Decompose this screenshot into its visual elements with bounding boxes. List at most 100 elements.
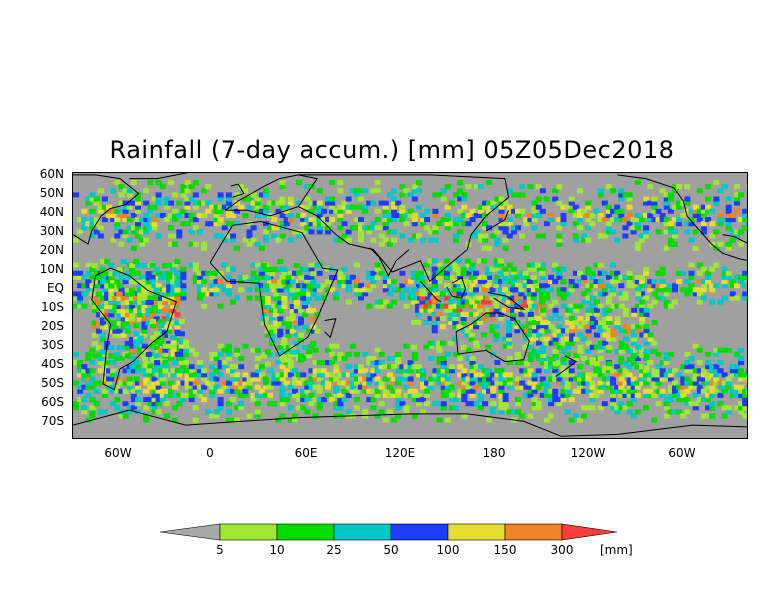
rain-cell bbox=[601, 287, 608, 293]
rain-cell bbox=[277, 300, 284, 305]
rain-cell bbox=[209, 291, 216, 297]
rain-cell bbox=[296, 213, 303, 218]
rain-cell bbox=[155, 397, 162, 403]
rain-cell bbox=[585, 376, 592, 382]
rain-cell bbox=[672, 299, 678, 305]
rain-cell bbox=[129, 271, 135, 277]
rain-cell bbox=[523, 392, 530, 398]
rain-cell bbox=[285, 283, 292, 289]
rain-cell bbox=[556, 324, 563, 330]
rain-cell bbox=[411, 388, 418, 394]
rain-cell bbox=[460, 311, 467, 317]
rain-cell bbox=[291, 388, 298, 394]
rain-cell bbox=[589, 303, 596, 309]
rain-cell bbox=[277, 308, 284, 314]
rain-cell bbox=[345, 287, 352, 293]
rain-cell bbox=[519, 380, 526, 386]
rain-cell bbox=[370, 279, 377, 285]
rain-cell bbox=[552, 299, 559, 305]
rain-cell bbox=[329, 360, 336, 366]
rain-cell bbox=[692, 401, 699, 407]
rain-cell bbox=[577, 348, 584, 354]
rain-cell bbox=[308, 266, 315, 272]
rain-cell bbox=[651, 380, 658, 386]
rain-cell bbox=[230, 237, 236, 243]
rain-cell bbox=[473, 324, 479, 330]
rain-cell bbox=[552, 397, 559, 403]
rain-cell bbox=[101, 376, 108, 382]
rain-cell bbox=[135, 217, 141, 223]
rain-cell bbox=[573, 303, 580, 309]
rain-cell bbox=[453, 192, 460, 198]
rain-cell bbox=[535, 213, 542, 218]
rain-cell bbox=[209, 356, 216, 361]
rain-cell bbox=[606, 320, 613, 326]
rain-cell bbox=[659, 372, 666, 378]
rain-cell bbox=[461, 192, 468, 198]
rain-cell bbox=[178, 339, 185, 345]
rain-cell bbox=[325, 229, 331, 235]
rain-cell bbox=[420, 221, 426, 227]
rain-cell bbox=[659, 287, 666, 293]
rain-cell bbox=[147, 364, 154, 370]
rain-cell bbox=[287, 351, 294, 357]
rain-cell bbox=[659, 279, 666, 285]
rain-cell bbox=[498, 384, 505, 390]
rain-cell bbox=[568, 200, 575, 206]
rainfall-map bbox=[72, 172, 748, 439]
rain-cell bbox=[742, 413, 747, 419]
rain-cell bbox=[337, 356, 344, 361]
rain-cell bbox=[159, 213, 166, 218]
rain-cell bbox=[130, 405, 137, 411]
coastline bbox=[224, 174, 318, 217]
rain-cell bbox=[593, 311, 600, 317]
rain-cell bbox=[314, 328, 321, 334]
rain-cell bbox=[626, 274, 633, 280]
rain-cell bbox=[477, 307, 484, 313]
rain-cell bbox=[548, 287, 555, 293]
rain-cell bbox=[141, 287, 148, 293]
rain-cell bbox=[110, 368, 117, 374]
rain-cell bbox=[277, 345, 284, 351]
rain-cell bbox=[692, 368, 699, 374]
rain-cell bbox=[630, 388, 637, 394]
rain-cell bbox=[230, 388, 236, 394]
rain-cell bbox=[97, 204, 104, 210]
rain-cell bbox=[634, 180, 641, 186]
rain-cell bbox=[289, 312, 296, 318]
rain-cell bbox=[141, 320, 148, 326]
rain-cell bbox=[93, 283, 100, 289]
rain-cell bbox=[560, 213, 567, 218]
rain-cell bbox=[635, 328, 642, 334]
rain-cell bbox=[188, 196, 195, 202]
rain-cell bbox=[548, 401, 555, 407]
rain-cell bbox=[631, 307, 638, 313]
rain-cell bbox=[110, 237, 117, 243]
rain-cell bbox=[221, 384, 228, 390]
rain-cell bbox=[602, 320, 609, 326]
rain-cell bbox=[126, 368, 133, 374]
rain-cell bbox=[713, 283, 720, 289]
rain-cell bbox=[515, 380, 521, 386]
rain-cell bbox=[370, 274, 377, 280]
rain-cell bbox=[320, 372, 327, 378]
rain-cell bbox=[116, 328, 123, 334]
rain-cell bbox=[631, 328, 638, 334]
rain-cell bbox=[217, 397, 224, 403]
rain-cell bbox=[672, 184, 678, 190]
rain-cell bbox=[539, 295, 546, 301]
rain-cell bbox=[552, 356, 559, 361]
rain-cell bbox=[289, 316, 296, 322]
rain-cell bbox=[302, 312, 309, 318]
rain-cell bbox=[135, 388, 141, 394]
rain-cell bbox=[452, 303, 459, 309]
rain-cell bbox=[153, 295, 160, 301]
rain-cell bbox=[178, 331, 185, 337]
rain-cell bbox=[444, 417, 451, 423]
rain-cell bbox=[358, 368, 364, 374]
rain-cell bbox=[593, 344, 600, 350]
rain-cell bbox=[530, 291, 537, 297]
rain-cell bbox=[705, 196, 712, 202]
rain-cell bbox=[738, 392, 745, 398]
rain-cell bbox=[535, 368, 542, 374]
